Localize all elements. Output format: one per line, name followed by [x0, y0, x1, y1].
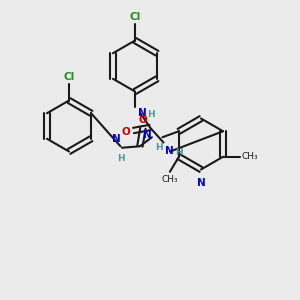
Text: CH₃: CH₃ [162, 175, 178, 184]
Text: N: N [196, 178, 206, 188]
Text: N: N [165, 146, 174, 155]
Text: H: H [175, 148, 182, 157]
Text: Cl: Cl [129, 12, 141, 22]
Text: O: O [139, 115, 147, 125]
Text: O: O [121, 127, 130, 137]
Text: H: H [118, 154, 125, 163]
Text: N: N [143, 130, 152, 140]
Text: H: H [156, 143, 163, 152]
Text: N: N [138, 108, 147, 118]
Text: CH₃: CH₃ [241, 152, 258, 161]
Text: N: N [112, 134, 120, 144]
Text: H: H [148, 110, 155, 119]
Text: Cl: Cl [63, 72, 75, 82]
